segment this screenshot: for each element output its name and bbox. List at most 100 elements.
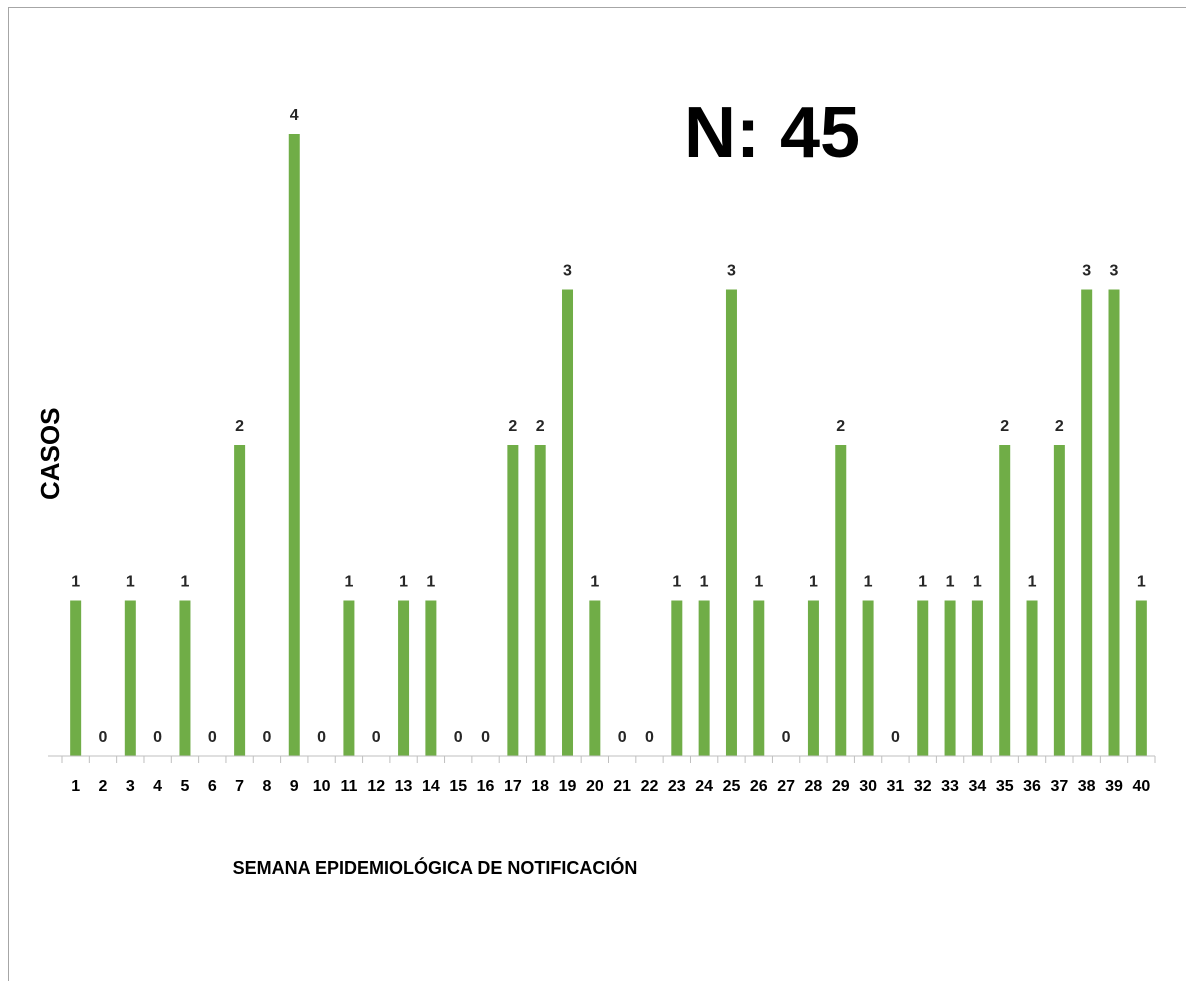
data-label: 2 — [536, 418, 545, 435]
data-label: 0 — [618, 729, 627, 746]
x-tick-label: 40 — [1132, 778, 1150, 795]
y-axis-title: CASOS — [35, 407, 65, 500]
bar — [835, 445, 847, 756]
bars — [70, 134, 1147, 756]
x-tick-label: 31 — [887, 778, 905, 795]
bar — [70, 600, 82, 756]
chart-frame — [8, 7, 1186, 981]
x-tick-label: 18 — [531, 778, 549, 795]
data-label: 0 — [481, 729, 490, 746]
x-tick-label: 2 — [99, 778, 108, 795]
x-tick-label: 16 — [477, 778, 495, 795]
bar — [562, 289, 574, 756]
data-label: 0 — [262, 729, 271, 746]
bar — [124, 600, 136, 756]
bar — [725, 289, 737, 756]
bar — [917, 600, 929, 756]
x-tick-label: 3 — [126, 778, 135, 795]
data-label: 1 — [590, 574, 599, 591]
x-tick-label: 11 — [340, 778, 357, 795]
data-label: 3 — [563, 263, 572, 280]
bar — [698, 600, 710, 756]
x-tick-label: 15 — [449, 778, 467, 795]
bar — [753, 600, 765, 756]
data-label: 0 — [645, 729, 654, 746]
data-label: 1 — [1028, 574, 1037, 591]
x-tick-label: 7 — [235, 778, 244, 795]
bar — [234, 445, 246, 756]
x-tick-label: 1 — [71, 778, 80, 795]
x-axis-title: SEMANA EPIDEMIOLÓGICA DE NOTIFICACIÓN — [232, 858, 638, 878]
data-label: 0 — [454, 729, 463, 746]
bar — [1026, 600, 1038, 756]
data-label: 1 — [344, 574, 353, 591]
data-label: 1 — [181, 574, 190, 591]
data-label: 1 — [71, 574, 80, 591]
bar — [425, 600, 437, 756]
data-label: 0 — [99, 729, 108, 746]
data-label: 0 — [208, 729, 217, 746]
bar — [971, 600, 983, 756]
bar — [589, 600, 601, 756]
x-tick-label: 28 — [805, 778, 823, 795]
data-label: 1 — [1137, 574, 1146, 591]
x-axis — [48, 755, 1156, 763]
data-label: 1 — [672, 574, 681, 591]
data-label: 3 — [1082, 263, 1091, 280]
data-label: 0 — [153, 729, 162, 746]
bar — [343, 600, 355, 756]
data-label: 1 — [426, 574, 435, 591]
x-tick-label: 14 — [422, 778, 440, 795]
data-label: 1 — [809, 574, 818, 591]
x-tick-label: 38 — [1078, 778, 1096, 795]
x-tick-labels: 1 2 3 4 5 6 7 8 9 10 11 12 13 14 15 16 17 18 19 20 21 22 23 24 2… — [71, 778, 1150, 795]
total-count-annotation: N: 45 — [684, 93, 861, 173]
x-tick-label: 25 — [723, 778, 741, 795]
data-label: 2 — [508, 418, 517, 435]
x-tick-label: 21 — [613, 778, 631, 795]
bar — [398, 600, 410, 756]
data-label: 1 — [864, 574, 873, 591]
x-tick-label: 33 — [941, 778, 959, 795]
bar — [507, 445, 519, 756]
data-label: 0 — [317, 729, 326, 746]
bar — [1108, 289, 1120, 756]
x-tick-label: 27 — [777, 778, 795, 795]
bar — [1053, 445, 1065, 756]
bar — [288, 134, 300, 756]
x-tick-label: 6 — [208, 778, 217, 795]
data-labels: 1 0 1 0 1 0 2 0 4 0 1 0 1 1 0 0 2 2 3 1 0 0 1 1 3 1 0 1 2 1 0 1 1 1 2 1 2 3 3 1 — [71, 107, 1146, 746]
x-tick-label: 10 — [313, 778, 331, 795]
x-tick-label: 5 — [181, 778, 190, 795]
data-label: 2 — [836, 418, 845, 435]
data-label: 0 — [891, 729, 900, 746]
x-tick-label: 17 — [504, 778, 522, 795]
x-tick-label: 22 — [641, 778, 659, 795]
x-tick-label: 4 — [153, 778, 162, 795]
bar — [807, 600, 819, 756]
data-label: 3 — [1110, 263, 1119, 280]
bar — [944, 600, 956, 756]
x-tick-label: 9 — [290, 778, 299, 795]
bar — [671, 600, 683, 756]
x-tick-label: 20 — [586, 778, 604, 795]
x-tick-label: 26 — [750, 778, 768, 795]
x-tick-label: 24 — [695, 778, 713, 795]
bar — [534, 445, 546, 756]
data-label: 3 — [727, 263, 736, 280]
data-label: 1 — [918, 574, 927, 591]
bar — [862, 600, 874, 756]
data-label: 2 — [1000, 418, 1009, 435]
data-label: 1 — [754, 574, 763, 591]
x-tick-label: 35 — [996, 778, 1014, 795]
x-tick-label: 34 — [968, 778, 986, 795]
bar — [1081, 289, 1093, 756]
data-label: 1 — [399, 574, 408, 591]
x-tick-label: 32 — [914, 778, 932, 795]
data-label: 1 — [946, 574, 955, 591]
data-label: 1 — [973, 574, 982, 591]
x-tick-label: 23 — [668, 778, 686, 795]
data-label: 1 — [700, 574, 709, 591]
data-label: 4 — [290, 107, 299, 124]
